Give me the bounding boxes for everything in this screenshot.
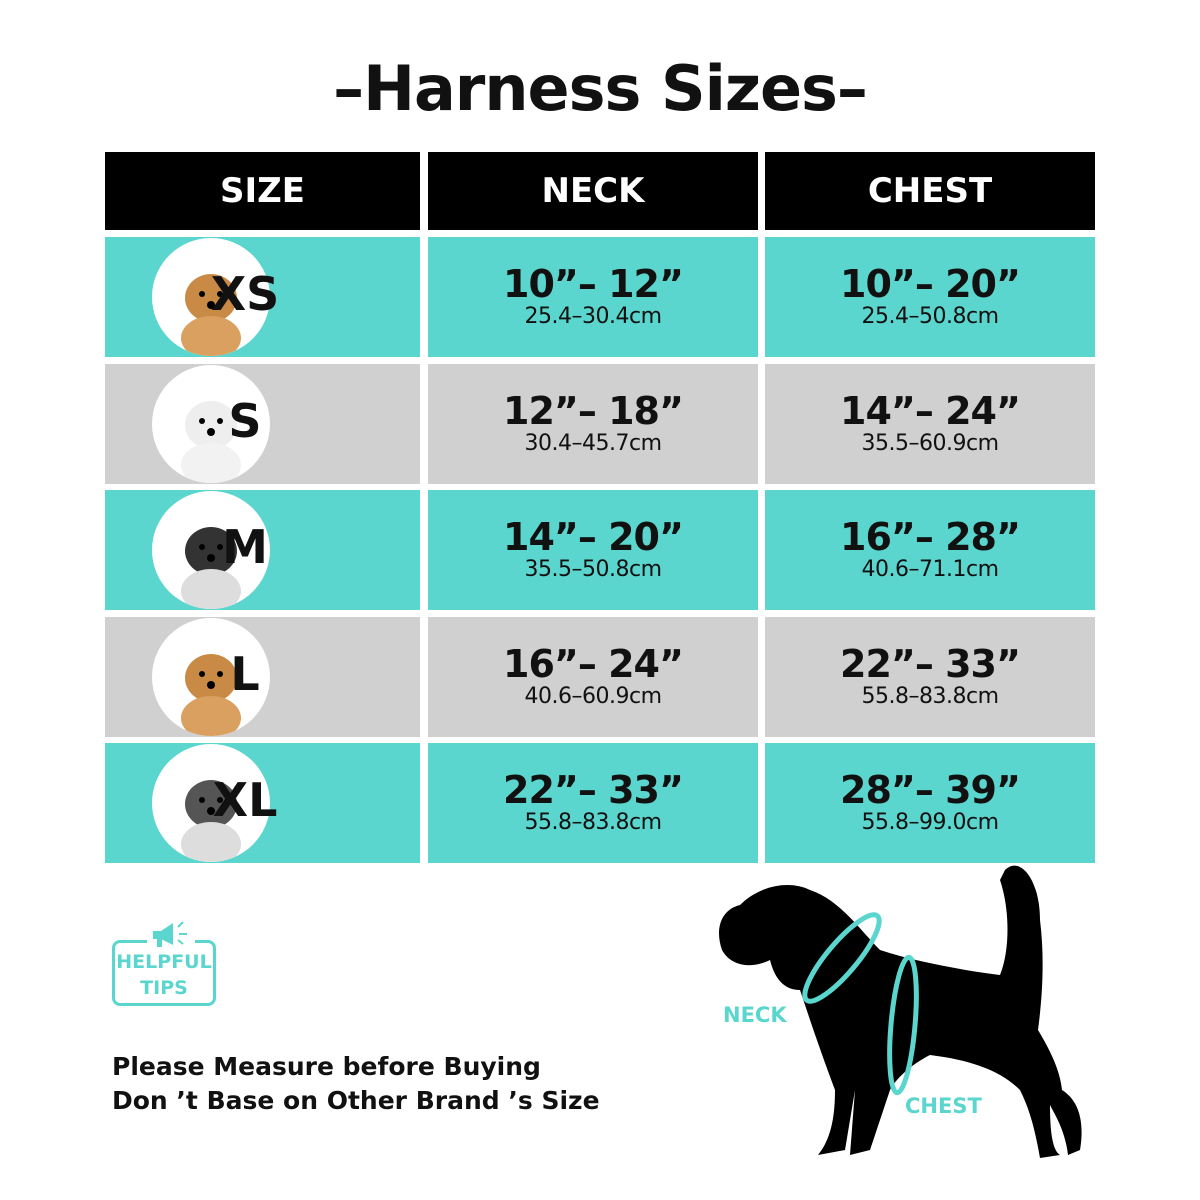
- french-bulldog-photo: [152, 491, 270, 609]
- header-chest: CHEST: [765, 152, 1095, 230]
- neck-inches: 16”– 24”: [503, 642, 684, 686]
- dog-silhouette-diagram: [719, 865, 1082, 1158]
- chest-inches: 28”– 39”: [840, 768, 1021, 812]
- chest-cell: 10”– 20” 25.4–50.8cm: [765, 237, 1095, 357]
- neck-cm: 55.8–83.8cm: [524, 810, 663, 835]
- chest-cm: 35.5–60.9cm: [861, 431, 1000, 456]
- chest-label: CHEST: [905, 1094, 982, 1118]
- page-title: –Harness Sizes–: [333, 52, 868, 125]
- neck-cell: 22”– 33” 55.8–83.8cm: [428, 743, 758, 863]
- helpful-tips-badge: HELPFUL TIPS: [112, 921, 216, 1006]
- size-label: L: [230, 647, 260, 701]
- white-poodle-photo: [152, 365, 270, 483]
- chest-cm: 25.4–50.8cm: [861, 304, 1000, 329]
- neck-inches: 12”– 18”: [503, 389, 684, 433]
- tips-line-2: TIPS: [140, 977, 188, 999]
- neck-cm: 35.5–50.8cm: [524, 557, 663, 582]
- size-label: XL: [212, 773, 278, 827]
- chest-inches: 16”– 28”: [840, 515, 1021, 559]
- chest-inches: 22”– 33”: [840, 642, 1021, 686]
- golden-retriever-photo: [152, 618, 270, 736]
- puppy-photo: [152, 238, 270, 356]
- neck-cell: 10”– 12” 25.4–30.4cm: [428, 237, 758, 357]
- neck-cell: 16”– 24” 40.6–60.9cm: [428, 617, 758, 737]
- chest-cell: 16”– 28” 40.6–71.1cm: [765, 490, 1095, 610]
- header-neck: NECK: [428, 152, 758, 230]
- size-label: XS: [210, 267, 280, 321]
- header-size: SIZE: [105, 152, 420, 230]
- neck-cm: 25.4–30.4cm: [524, 304, 663, 329]
- dog-silhouette: [719, 865, 1082, 1158]
- chest-cell: 28”– 39” 55.8–99.0cm: [765, 743, 1095, 863]
- chest-cell: 14”– 24” 35.5–60.9cm: [765, 364, 1095, 484]
- neck-cm: 30.4–45.7cm: [524, 431, 663, 456]
- note-measure: Please Measure before Buying: [112, 1052, 541, 1081]
- size-label: M: [222, 520, 268, 574]
- chest-cell: 22”– 33” 55.8–83.8cm: [765, 617, 1095, 737]
- chest-cm: 55.8–83.8cm: [861, 684, 1000, 709]
- neck-inches: 22”– 33”: [503, 768, 684, 812]
- megaphone-icon: [147, 921, 195, 951]
- neck-loop: [802, 912, 882, 1004]
- neck-inches: 14”– 20”: [503, 515, 684, 559]
- size-label: S: [228, 394, 262, 448]
- neck-inches: 10”– 12”: [503, 262, 684, 306]
- neck-cell: 14”– 20” 35.5–50.8cm: [428, 490, 758, 610]
- chest-inches: 14”– 24”: [840, 389, 1021, 433]
- chest-loop: [887, 954, 919, 1096]
- neck-cm: 40.6–60.9cm: [524, 684, 663, 709]
- tips-line-1: HELPFUL: [116, 951, 212, 973]
- chest-inches: 10”– 20”: [840, 262, 1021, 306]
- chest-cm: 55.8–99.0cm: [861, 810, 1000, 835]
- neck-cell: 12”– 18” 30.4–45.7cm: [428, 364, 758, 484]
- note-brand: Don ’t Base on Other Brand ’s Size: [112, 1086, 600, 1115]
- husky-photo: [152, 744, 270, 862]
- neck-label: NECK: [723, 1003, 787, 1027]
- chest-cm: 40.6–71.1cm: [861, 557, 1000, 582]
